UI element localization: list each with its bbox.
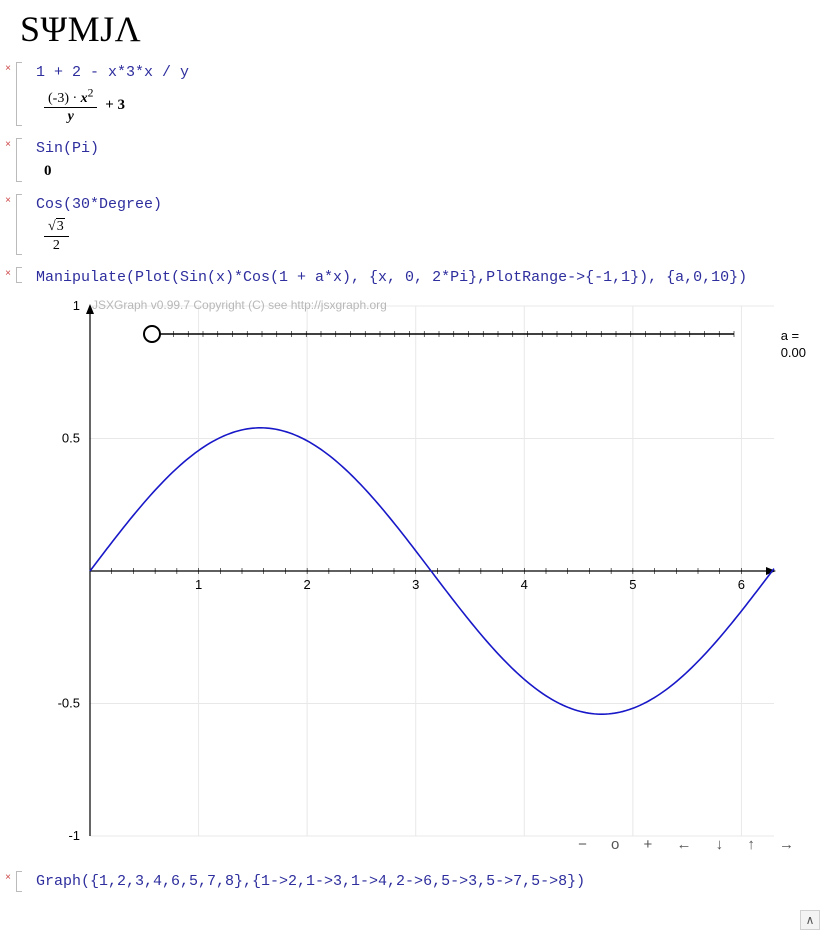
cell-bracket-icon[interactable]: [16, 62, 22, 126]
app-logo: SΨMJΛ: [0, 0, 826, 54]
svg-text:-1: -1: [68, 828, 80, 843]
cell-input[interactable]: 1 + 2 - x*3*x / y: [30, 62, 826, 83]
svg-text:1: 1: [195, 577, 202, 592]
cell: × Cos(30*Degree) √3 2: [0, 190, 826, 261]
cell-input[interactable]: Manipulate(Plot(Sin(x)*Cos(1 + a*x), {x,…: [30, 267, 826, 288]
cell-input[interactable]: Graph({1,2,3,4,6,5,7,8},{1->2,1->3,1->4,…: [30, 871, 826, 892]
svg-text:2: 2: [304, 577, 311, 592]
output-tail: + 3: [101, 97, 125, 114]
slider-value-label: a =0.00: [781, 328, 806, 362]
cell-input[interactable]: Cos(30*Degree): [30, 194, 826, 215]
cell: × Graph({1,2,3,4,6,5,7,8},{1->2,1->3,1->…: [0, 867, 826, 898]
cell-input[interactable]: Sin(Pi): [30, 138, 826, 159]
svg-text:-0.5: -0.5: [58, 696, 80, 711]
scroll-up-icon[interactable]: ∧: [800, 910, 820, 930]
cell-bracket-icon[interactable]: [16, 871, 22, 892]
cell: × Sin(Pi) 0: [0, 134, 826, 188]
output-numerator: (-3) · x2: [48, 91, 93, 106]
cell: × Manipulate(Plot(Sin(x)*Cos(1 + a*x), {…: [0, 263, 826, 865]
close-icon[interactable]: ×: [2, 140, 14, 150]
notebook-cells: × 1 + 2 - x*3*x / y (-3) · x2 y + 3 × Si…: [0, 54, 826, 898]
jsxgraph-credit: JSXGraph v0.99.7 Copyright (C) see http:…: [92, 298, 387, 312]
svg-text:6: 6: [738, 577, 745, 592]
cell-bracket-icon[interactable]: [16, 138, 22, 182]
cell-output: √3 2: [30, 215, 826, 255]
plot-canvas[interactable]: 1 2 3 4 5 6 -1 -0.5 0.5 1: [34, 296, 794, 856]
svg-text:4: 4: [521, 577, 528, 592]
output-text: 0: [44, 163, 52, 179]
close-icon[interactable]: ×: [2, 269, 14, 279]
close-icon[interactable]: ×: [2, 873, 14, 883]
cell-output: (-3) · x2 y + 3: [30, 83, 826, 126]
output-denominator: 2: [44, 237, 69, 253]
cell-bracket-icon[interactable]: [16, 267, 22, 283]
svg-text:5: 5: [629, 577, 636, 592]
svg-text:1: 1: [73, 298, 80, 313]
cell-bracket-icon[interactable]: [16, 194, 22, 255]
output-denominator: y: [68, 109, 74, 124]
output-numerator: √3: [44, 219, 69, 236]
close-icon[interactable]: ×: [2, 196, 14, 206]
cell-output: 0: [30, 159, 826, 182]
svg-text:0.5: 0.5: [62, 431, 80, 446]
close-icon[interactable]: ×: [2, 64, 14, 74]
cell: × 1 + 2 - x*3*x / y (-3) · x2 y + 3: [0, 58, 826, 132]
plot-output: JSXGraph v0.99.7 Copyright (C) see http:…: [34, 296, 822, 859]
plot-nav-controls[interactable]: − o + ← ↓ ↑ →: [578, 836, 804, 853]
svg-text:3: 3: [412, 577, 419, 592]
